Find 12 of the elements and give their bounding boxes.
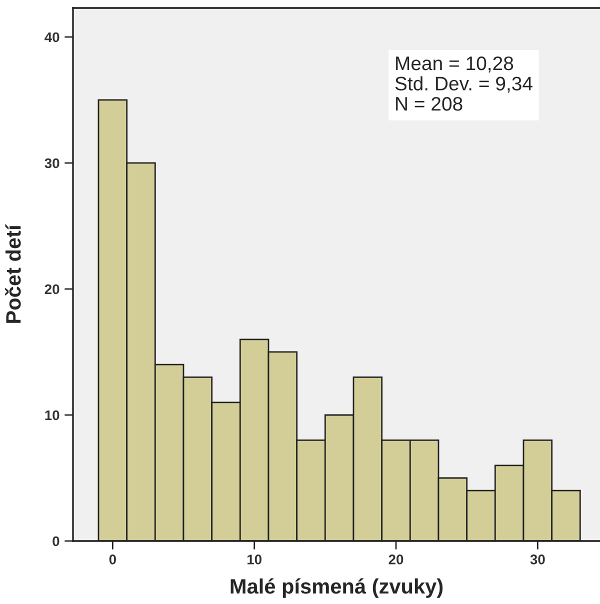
y-tick-label: 40 [44, 32, 60, 42]
x-tick-label: 30 [530, 554, 545, 564]
y-tick-label: 0 [52, 536, 60, 546]
y-tick-label: 10 [45, 410, 60, 420]
x-tick-label: 10 [247, 554, 262, 564]
y-tick-label: 30 [44, 158, 60, 168]
x-tick-label: 20 [388, 554, 404, 564]
x-axis-title: Malé písmená (zvuky) [230, 578, 443, 598]
y-axis-title: Počet detí [5, 224, 21, 323]
annotation: Mean = 10,28 Std. Dev. = 9,34 N = 208 [395, 56, 532, 111]
y-tick-label: 20 [44, 284, 60, 294]
x-tick-label: 0 [109, 554, 116, 564]
